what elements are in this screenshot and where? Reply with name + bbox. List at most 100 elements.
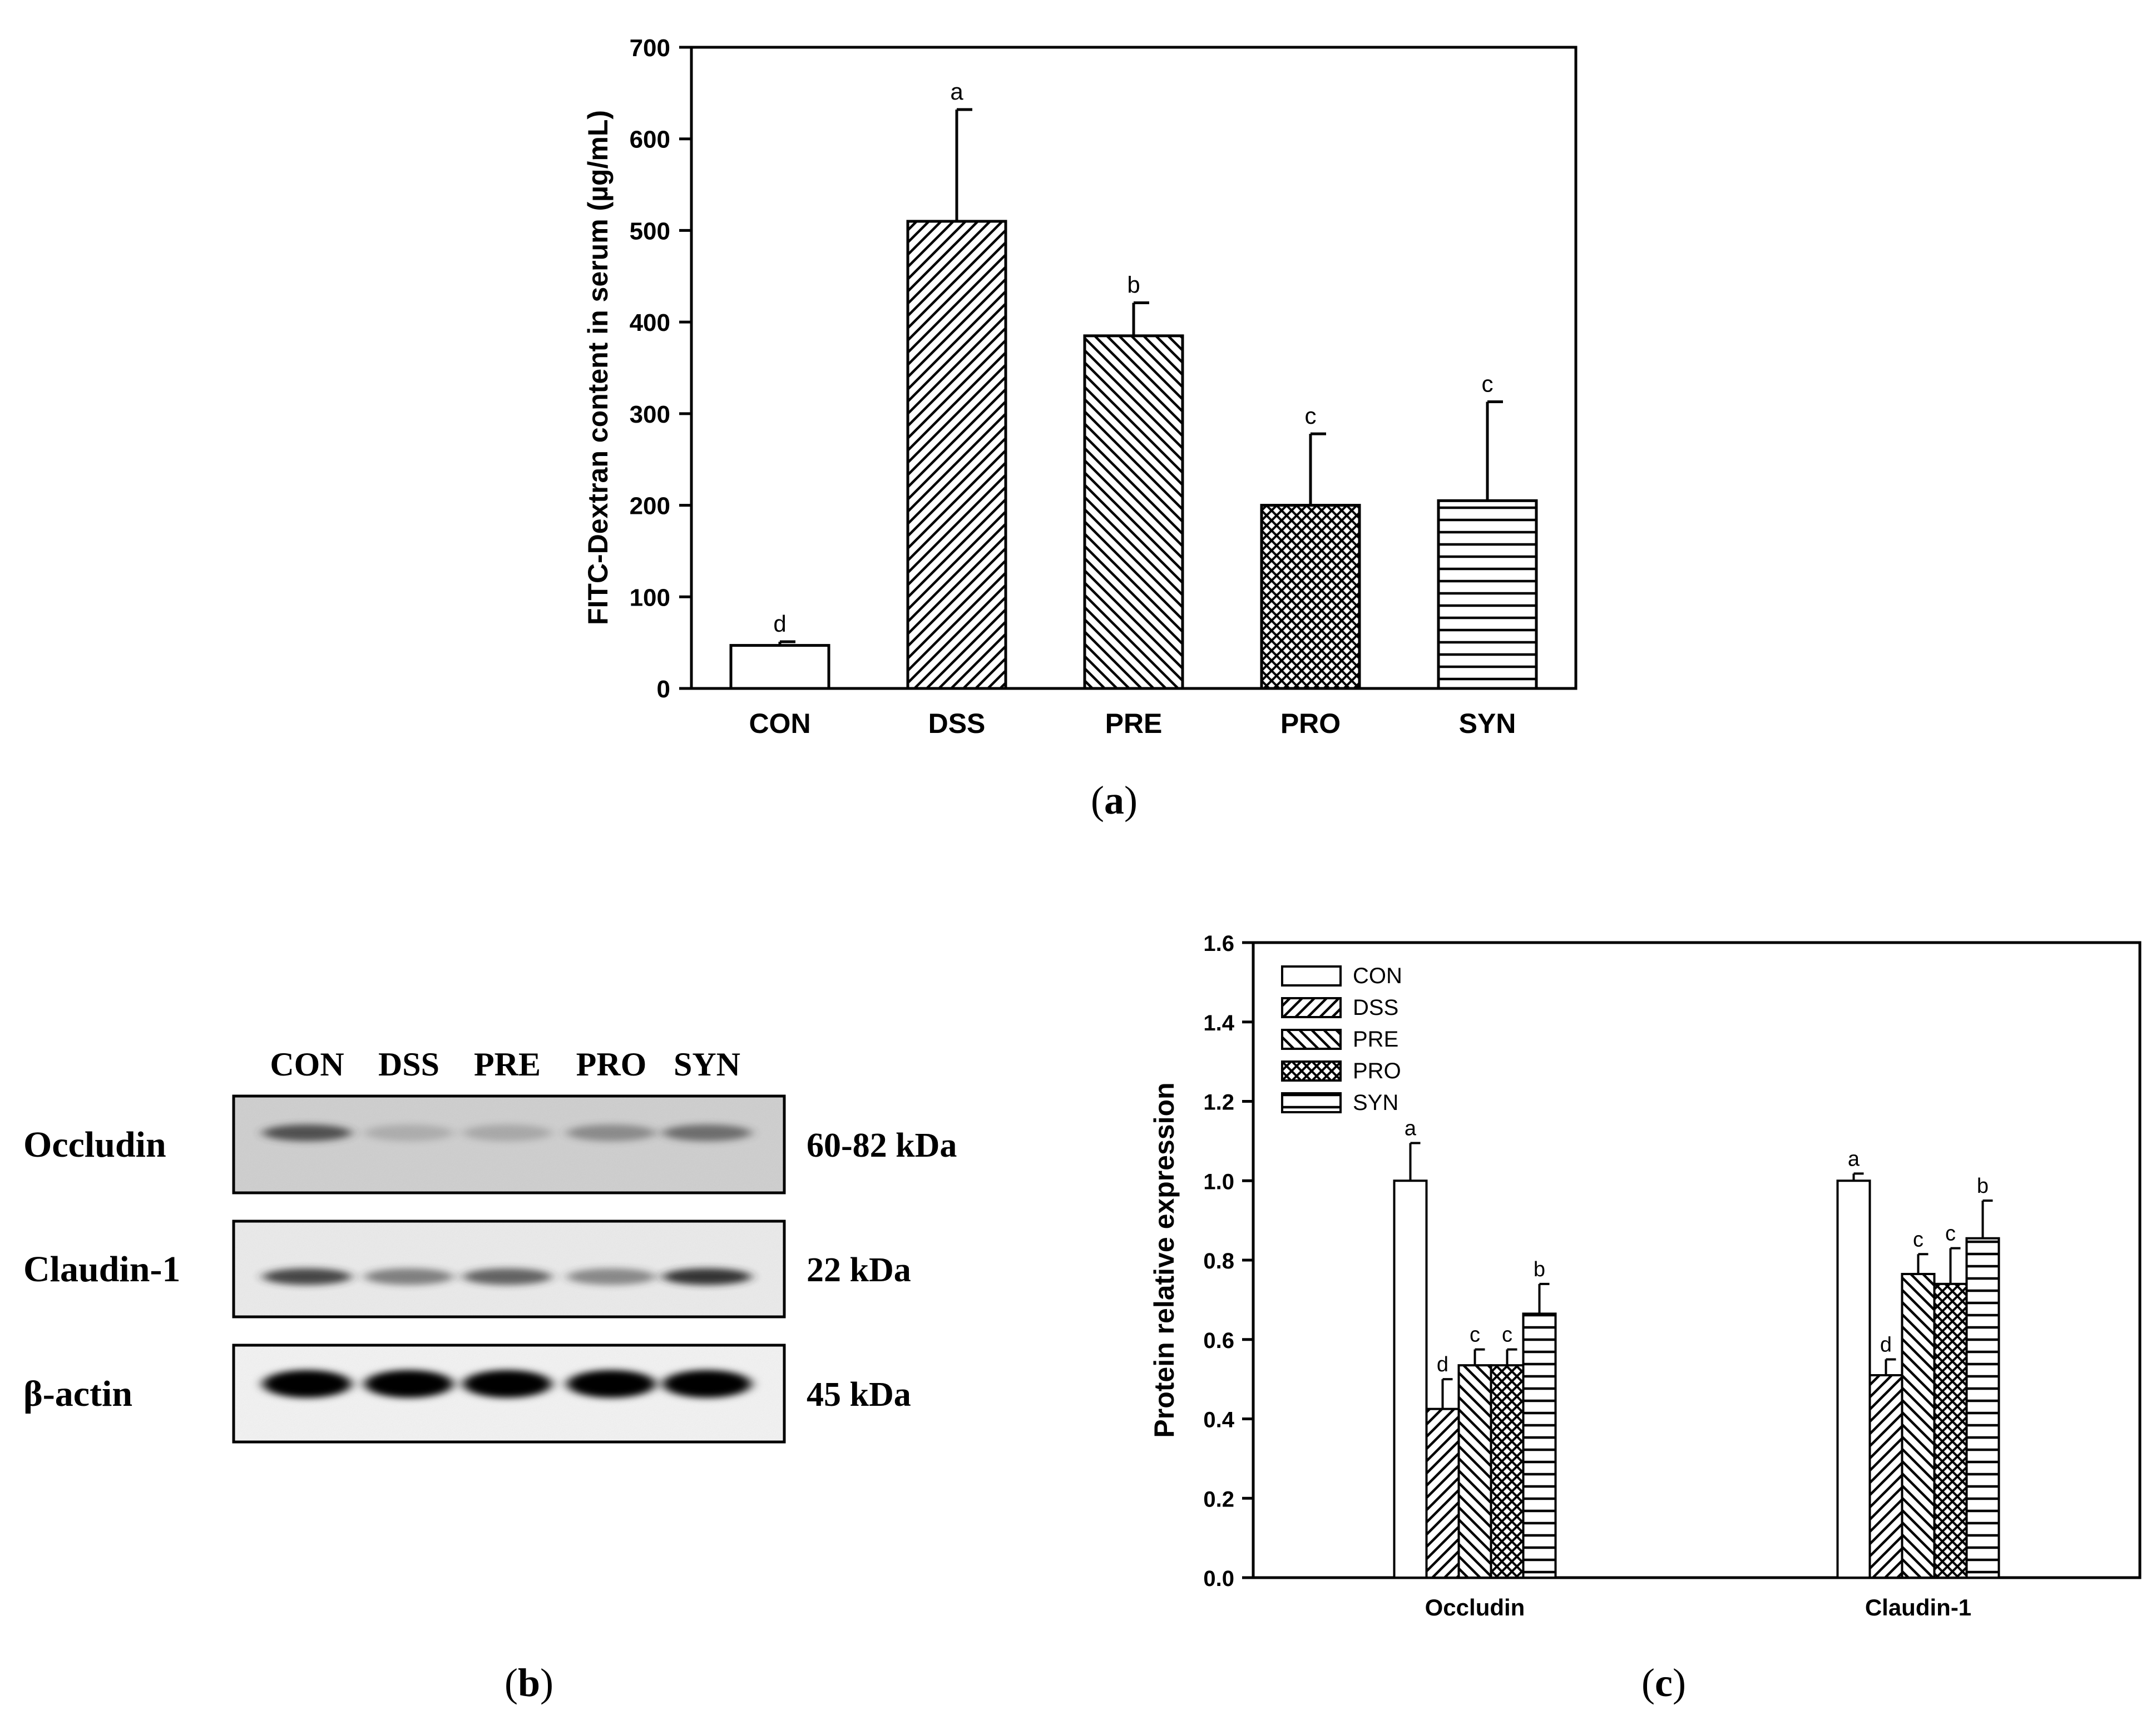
bar-dss-claudin-1	[1868, 1374, 1903, 1579]
bar-dss-occludin	[1425, 1407, 1460, 1579]
bar-pro	[1260, 504, 1361, 690]
bar-con-occludin	[1393, 1179, 1428, 1579]
significance-letter: d	[1880, 1333, 1892, 1356]
y-tick-label: 1.4	[1203, 1011, 1234, 1035]
bar-pre	[1083, 334, 1184, 690]
protein-band	[364, 1370, 453, 1398]
bar-syn-occludin	[1522, 1312, 1557, 1579]
legend-label: PRE	[1353, 1027, 1398, 1052]
significance-letter: d	[1437, 1353, 1448, 1376]
x-tick-label: PRO	[1280, 708, 1341, 739]
panel-a-y-axis-label: FITC-Dextran content in serum (µg/mL)	[582, 110, 614, 625]
significance-letter: c	[1305, 403, 1317, 429]
bar-syn	[1437, 499, 1538, 690]
significance-letter: c	[1470, 1324, 1480, 1347]
panel-c-x-tick-labels: Occludin Claudin-1	[1425, 1594, 1972, 1620]
panel-a-y-axis: 0 100 200 300 400 500 600 700	[630, 34, 691, 703]
y-tick-label: 400	[630, 309, 670, 336]
y-tick-label: 0	[657, 676, 670, 703]
significance-letter: c	[1913, 1228, 1923, 1251]
blot-row-2: Claudin-1 22 kDa	[23, 1220, 911, 1319]
legend-swatch-syn	[1281, 1092, 1342, 1113]
panel-a-x-tick-labels: CON DSS PRE PRO SYN	[749, 708, 1516, 739]
molecular-weight: 60-82 kDa	[807, 1127, 957, 1164]
bar-pre-occludin	[1457, 1364, 1492, 1579]
lane-label: CON	[270, 1046, 344, 1083]
significance-letter: c	[1945, 1222, 1956, 1246]
panel-a-label: (a)	[1091, 778, 1138, 822]
y-tick-label: 0.8	[1203, 1249, 1234, 1273]
y-tick-label: 0.6	[1203, 1329, 1234, 1353]
legend-swatch-dss	[1281, 997, 1342, 1018]
panel-c-legend: CON DSS PRE PRO SYN	[1281, 964, 1402, 1115]
significance-letter: b	[1127, 272, 1140, 298]
x-tick-label: PRE	[1105, 708, 1163, 739]
protein-band	[567, 1370, 656, 1398]
protein-band	[662, 1124, 751, 1142]
panel-c-y-axis-label: Protein relative expression	[1149, 1082, 1180, 1438]
x-tick-label: CON	[749, 708, 810, 739]
lane-label: DSS	[378, 1046, 439, 1083]
protein-band	[567, 1124, 656, 1142]
blot-frame	[232, 1220, 786, 1319]
protein-band	[263, 1268, 352, 1285]
panel-b-western-blot: CON DSS PRE PRO SYN Occludin 60-82 kDa Claudin…	[23, 1046, 957, 1705]
panel-a-bars: d a b c c	[729, 78, 1538, 690]
panel-a-chart: 0 100 200 300 400 500 600 700 d a b c c CON DSS PRE PR…	[582, 34, 1578, 822]
legend-swatch-pre	[1281, 1029, 1342, 1050]
significance-letter: d	[773, 611, 786, 637]
blot-texture	[234, 1096, 784, 1193]
significance-letter: a	[950, 78, 963, 105]
bar-pro-claudin-1	[1933, 1282, 1968, 1579]
lane-label: PRE	[474, 1046, 541, 1083]
panel-b-blot-rows: Occludin 60-82 kDa Claudin-1 22 kDa β-actin 4…	[23, 1094, 957, 1444]
lane-label: SYN	[674, 1046, 740, 1083]
significance-letter: a	[1405, 1117, 1417, 1140]
y-tick-label: 1.6	[1203, 931, 1234, 956]
molecular-weight: 45 kDa	[807, 1376, 911, 1414]
panel-c-y-axis: 0.0 0.2 0.4 0.6 0.8 1.0 1.2 1.4 1.6	[1203, 931, 1253, 1591]
protein-band	[364, 1124, 453, 1142]
bar-con	[729, 644, 830, 690]
bar-con-claudin-1	[1836, 1179, 1871, 1579]
panel-a-label-letter: a	[1104, 778, 1124, 822]
x-tick-label: Claudin-1	[1865, 1594, 1971, 1620]
protein-band	[263, 1370, 352, 1398]
protein-band	[662, 1370, 751, 1398]
legend-label: SYN	[1353, 1091, 1398, 1115]
bar-dss	[906, 220, 1007, 690]
x-tick-label: SYN	[1459, 708, 1516, 739]
y-tick-label: 1.2	[1203, 1091, 1234, 1115]
blot-row-1: Occludin 60-82 kDa	[23, 1094, 957, 1194]
protein-band	[662, 1268, 751, 1285]
legend-label: PRO	[1353, 1059, 1401, 1083]
y-tick-label: 0.2	[1203, 1487, 1234, 1511]
protein-band	[263, 1124, 352, 1142]
panel-c-label-letter: c	[1655, 1661, 1673, 1705]
y-tick-label: 700	[630, 34, 670, 62]
blot-frame	[232, 1094, 786, 1194]
panel-b-label: (b)	[505, 1661, 553, 1705]
blot-row-3: β-actin 45 kDa	[23, 1344, 911, 1444]
y-tick-label: 500	[630, 217, 670, 245]
legend-swatch-con	[1281, 965, 1342, 987]
y-tick-label: 1.0	[1203, 1169, 1234, 1194]
y-tick-label: 300	[630, 401, 670, 428]
legend-label: CON	[1353, 964, 1402, 988]
bar-syn-claudin-1	[1965, 1237, 2000, 1579]
legend-swatch-pro	[1281, 1060, 1342, 1082]
legend-label: DSS	[1353, 995, 1398, 1020]
protein-band	[364, 1268, 453, 1285]
significance-letter: b	[1534, 1258, 1545, 1281]
protein-band	[463, 1124, 552, 1142]
y-tick-label: 600	[630, 126, 670, 153]
blot-frame	[232, 1344, 786, 1444]
protein-name: Claudin-1	[23, 1249, 180, 1290]
panel-c-label: (c)	[1641, 1661, 1686, 1705]
significance-letter: c	[1482, 370, 1494, 396]
molecular-weight: 22 kDa	[807, 1251, 911, 1289]
significance-letter: a	[1848, 1147, 1860, 1171]
y-tick-label: 200	[630, 493, 670, 520]
